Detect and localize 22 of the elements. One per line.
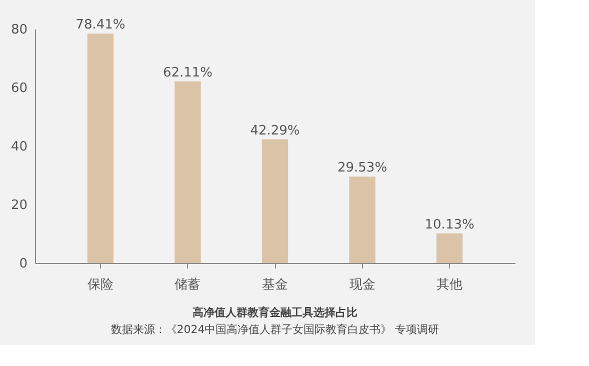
x-tick-label: 现金 (349, 278, 376, 292)
data-label: 10.13% (424, 217, 474, 232)
text: 高净值人群教育金融工具选择占比 (192, 306, 358, 319)
y-tick-label: 40 (10, 140, 28, 154)
bar (174, 81, 201, 263)
bar (87, 34, 114, 263)
data-label: 42.29% (250, 123, 300, 138)
data-label: 78.41% (76, 18, 126, 33)
data-label: 29.53% (337, 160, 388, 176)
x-tick-label: 基金 (262, 278, 288, 292)
x-tick-label: 保险 (87, 278, 114, 292)
bar (436, 233, 463, 263)
bar (262, 139, 288, 263)
data-label: 62.11% (162, 65, 213, 80)
y-tick-label: 80 (10, 22, 28, 38)
x-tick-label: 储蓄 (174, 278, 201, 292)
y-tick-label: 0 (19, 256, 28, 272)
bar (349, 176, 376, 263)
source-note: 数据来源：《2024中国高净值人群子女国际教育白皮书》 专项调研 (110, 323, 440, 336)
y-tick-label: 20 (10, 198, 28, 213)
x-tick-label: 其他 (436, 278, 463, 292)
y-tick-label: 60 (10, 81, 28, 96)
